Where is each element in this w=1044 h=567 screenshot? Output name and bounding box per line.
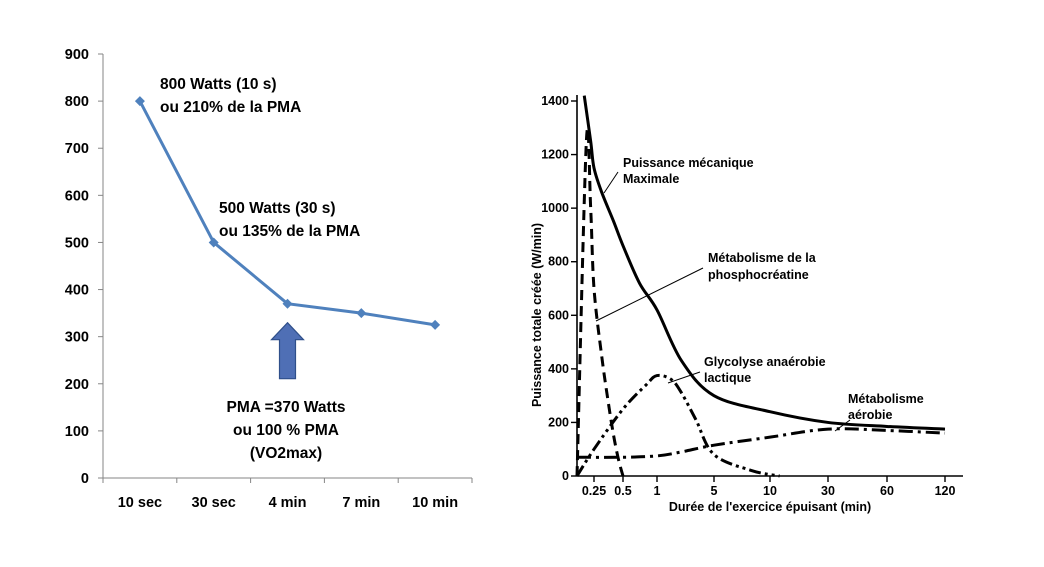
label-pmax-line2: Maximale (623, 172, 679, 186)
pma-arrow-icon (270, 321, 305, 380)
data-point-marker (430, 319, 441, 330)
data-point-marker (134, 96, 145, 107)
left-x-tick-label: 10 min (412, 495, 458, 511)
right-x-tick-label: 120 (935, 484, 956, 498)
pcr-leader-line (595, 267, 704, 322)
right-y-tick-label: 600 (548, 308, 569, 322)
label-pcr-line1: Métabolisme de la (708, 251, 817, 265)
right-y-tick-label: 1400 (541, 94, 569, 108)
annotation-500-line1: 500 Watts (30 s) (219, 200, 336, 217)
right-y-tick-label: 400 (548, 362, 569, 376)
left-x-tick-label: 30 sec (192, 495, 236, 511)
annotation-800-line1: 800 Watts (10 s) (160, 76, 277, 93)
left-y-tick-label: 700 (65, 141, 89, 157)
left-y-tick-label: 600 (65, 188, 89, 204)
label-pmax-line1: Puissance mécanique (623, 156, 754, 170)
left-y-tick-label: 300 (65, 330, 89, 346)
right-y-tick-label: 1200 (541, 148, 569, 162)
label-aero-line1: Métabolisme (848, 392, 924, 406)
annotation-pma-line2: ou 100 % PMA (233, 422, 339, 439)
left-y-tick-label: 400 (65, 283, 89, 299)
data-point-marker (208, 237, 219, 248)
series-glycolyse (575, 373, 780, 478)
right-y-tick-label: 200 (548, 415, 569, 429)
right-y-tick-label: 0 (562, 469, 569, 483)
right-y-axis-title: Puissance totale créée (W/min) (530, 223, 544, 407)
right-x-tick-label: 10 (763, 484, 777, 498)
glyco-leader-line (667, 371, 701, 384)
right-y-tick-label: 1000 (541, 201, 569, 215)
right-x-axis-title: Durée de l'exercice épuisant (min) (669, 500, 871, 514)
left-y-tick-label: 900 (65, 47, 89, 63)
label-glyco-line1: Glycolyse anaérobie (704, 355, 826, 369)
left-x-tick-label: 10 sec (118, 495, 162, 511)
label-pcr-line2: phosphocréatine (708, 268, 809, 282)
left-x-tick-label: 4 min (269, 495, 307, 511)
left-y-tick-label: 0 (81, 471, 89, 487)
left-x-tick-label: 7 min (342, 495, 380, 511)
annotation-pma-line3: (VO2max) (250, 445, 322, 462)
right-x-tick-label: 0.25 (582, 484, 606, 498)
right-y-tick-label: 800 (548, 255, 569, 269)
pmax-leader-line (603, 171, 619, 194)
right-x-tick-label: 1 (654, 484, 661, 498)
aero-leader-line (834, 419, 851, 432)
series-phosphocreatine (575, 127, 625, 477)
left-y-tick-label: 500 (65, 235, 89, 251)
left-y-tick-label: 200 (65, 377, 89, 393)
data-point-marker (282, 298, 293, 309)
right-x-tick-label: 0.5 (614, 484, 631, 498)
label-glyco-line2: lactique (704, 371, 751, 385)
left-y-tick-label: 100 (65, 424, 89, 440)
label-aero-line2: aérobie (848, 408, 893, 422)
right-x-tick-label: 30 (821, 484, 835, 498)
series-aerobie (576, 427, 946, 459)
right-x-tick-label: 60 (880, 484, 894, 498)
left-y-tick-label: 800 (65, 94, 89, 110)
annotation-800-line2: ou 210% de la PMA (160, 99, 301, 116)
data-point-marker (356, 308, 367, 319)
annotation-500-line2: ou 135% de la PMA (219, 223, 360, 240)
annotation-pma-line1: PMA =370 Watts (226, 399, 345, 416)
right-x-tick-label: 5 (711, 484, 718, 498)
